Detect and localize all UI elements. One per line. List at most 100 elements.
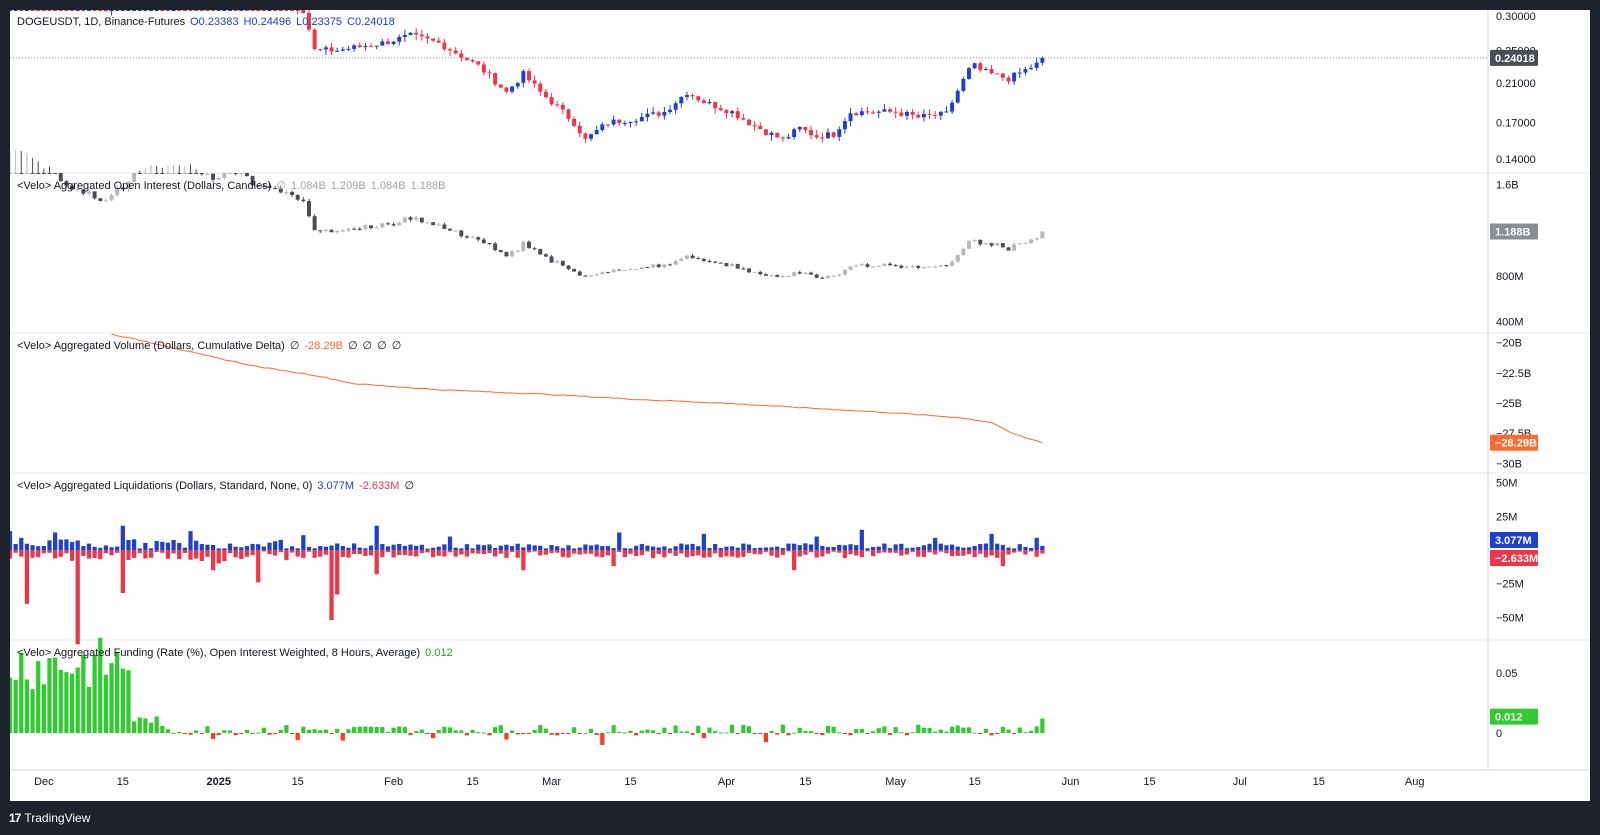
funding-bar	[109, 663, 114, 733]
liquidation-long-bar	[487, 544, 492, 550]
liquidation-short-bar	[81, 550, 86, 556]
liquidation-short-bar	[194, 550, 199, 559]
open-interest-candle	[950, 260, 955, 267]
liquidation-short-bar	[120, 550, 125, 594]
liquidation-short-bar	[803, 550, 808, 555]
price-candle	[244, 10, 249, 11]
liquidation-long-bar	[36, 546, 41, 550]
liquidation-long-bar	[53, 532, 58, 550]
liquidation-short-bar	[250, 550, 255, 556]
open-interest-candle	[244, 173, 249, 177]
liquidation-short-bar	[171, 550, 176, 554]
price-candle	[464, 57, 469, 62]
funding-bar	[639, 730, 644, 733]
price-candle	[634, 118, 639, 126]
price-candle	[967, 66, 971, 80]
liquidation-long-bar	[363, 548, 368, 550]
open-interest-candle	[876, 265, 881, 267]
liquidation-long-bar	[1006, 547, 1011, 550]
liquidation-short-bar	[583, 550, 588, 554]
open-interest-candle	[938, 264, 943, 268]
liquidation-short-bar	[414, 550, 419, 557]
liquidation-long-bar	[921, 545, 926, 550]
liquidation-short-bar	[758, 550, 763, 555]
open-interest-candle	[19, 151, 24, 174]
price-candle	[487, 69, 492, 79]
open-interest-candle	[391, 222, 396, 227]
funding-bar	[419, 729, 424, 733]
open-interest-legend[interactable]: <Velo> Aggregated Open Interest (Dollars…	[17, 180, 445, 192]
price-candle	[730, 109, 735, 118]
liquidation-short-bar	[137, 550, 142, 554]
open-interest-candle	[775, 274, 780, 278]
price-candle	[261, 10, 266, 11]
liquidation-short-bar	[148, 550, 154, 558]
liquidation-short-bar	[538, 550, 543, 556]
open-interest-candle	[171, 164, 176, 174]
open-interest-candle	[81, 188, 86, 196]
liquidation-short-bar	[893, 550, 898, 553]
funding-bar	[442, 726, 447, 733]
chart-canvas[interactable]: 0.300000.250000.210000.170000.140001.6B8…	[10, 10, 1590, 801]
price-candle	[955, 88, 960, 104]
open-interest-candle	[154, 166, 159, 174]
open-interest-candle	[143, 168, 148, 174]
funding-bar	[69, 673, 75, 733]
funding-bar	[160, 725, 165, 733]
liquidation-short-bar	[244, 550, 250, 557]
price-legend[interactable]: DOGEUSDT, 1D, Binance-Futures O0.23383 H0.…	[17, 16, 395, 28]
price-candle	[24, 10, 29, 11]
funding-bar	[256, 732, 261, 734]
open-interest-candle	[222, 173, 227, 180]
price-candle	[431, 38, 436, 43]
liquidation-short-bar	[397, 550, 402, 556]
liquidation-long-bar	[1040, 545, 1045, 550]
liquidation-long-bar	[250, 543, 255, 550]
price-candle	[30, 10, 35, 11]
open-interest-last-value-label: 1.188B	[1490, 223, 1538, 240]
price-candle	[363, 42, 368, 51]
liquidation-short-bar	[267, 550, 272, 555]
funding-bar	[92, 654, 97, 733]
liquidation-short-bar	[346, 550, 351, 558]
funding-legend[interactable]: <Velo> Aggregated Funding (Rate (%), Ope…	[17, 647, 453, 659]
liquidations-legend[interactable]: <Velo> Aggregated Liquidations (Dollars,…	[17, 480, 414, 492]
open-interest-candle	[566, 265, 571, 271]
funding-bar	[368, 726, 374, 733]
price-candle	[402, 29, 407, 42]
price-candle	[572, 116, 577, 128]
liquidation-short-bar	[696, 550, 701, 556]
funding-bar	[216, 733, 221, 736]
cumulative-delta-legend[interactable]: <Velo> Aggregated Volume (Dollars, Cumul…	[17, 340, 401, 352]
liquidation-long-bar	[521, 547, 526, 550]
price-candle	[267, 10, 272, 11]
open-interest-candle	[53, 173, 58, 174]
funding-bar	[306, 729, 312, 733]
open-interest-candle	[1040, 231, 1045, 239]
tradingview-logo[interactable]: 17 TradingView	[9, 811, 90, 825]
funding-bar	[278, 729, 283, 733]
liquidation-short-bar	[143, 550, 148, 559]
liquidation-long-bar	[837, 544, 842, 550]
funding-bar	[205, 726, 210, 733]
open-interest-candle	[98, 197, 103, 202]
price-candle	[888, 107, 893, 114]
open-interest-candle	[521, 240, 526, 253]
price-candle	[904, 110, 909, 120]
liquidation-long-bar	[69, 542, 75, 550]
price-candle	[385, 37, 390, 45]
liquidation-short-bar	[363, 550, 368, 557]
price-candle	[718, 104, 723, 112]
funding-bar	[453, 730, 458, 733]
price-candle	[239, 10, 244, 11]
liquidation-short-bar	[820, 550, 825, 557]
price-candle	[273, 10, 278, 11]
funding-bar	[555, 733, 560, 736]
funding-bar	[1040, 718, 1045, 733]
price-candle	[284, 10, 289, 11]
price-candle	[583, 132, 588, 143]
price-axis-tick: 0.30000	[1496, 11, 1536, 23]
open-interest-candle	[448, 228, 452, 231]
liquidation-long-bar	[526, 544, 532, 550]
liquidation-long-bar	[583, 544, 588, 550]
